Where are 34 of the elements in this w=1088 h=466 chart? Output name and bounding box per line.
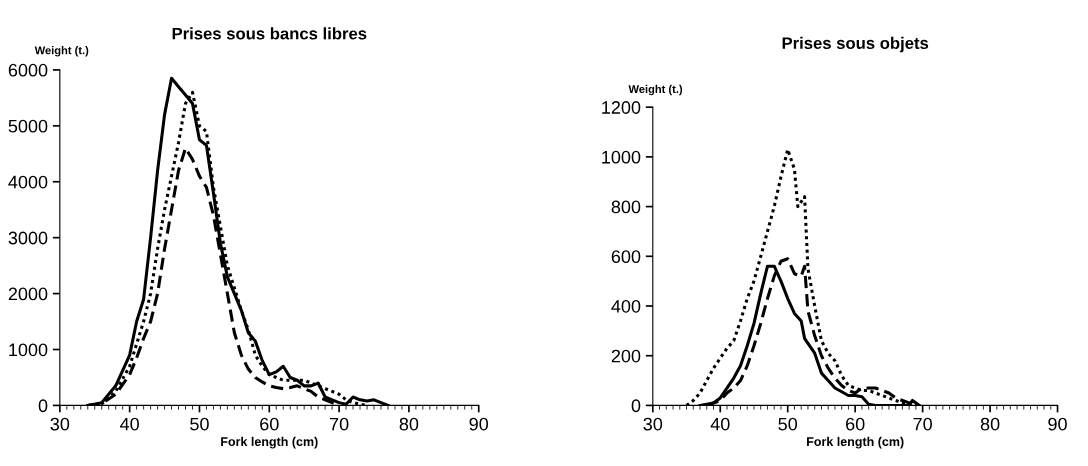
x-axis-title: Fork length (cm): [221, 436, 318, 449]
y-tick-label: 200: [611, 349, 641, 363]
y-tick-label: 3000: [8, 231, 48, 245]
chart-title: Prises sous bancs libres: [172, 27, 367, 40]
y-tick-label: 800: [611, 200, 641, 214]
x-tick-label: 50: [190, 417, 209, 431]
y-tick-label: 400: [611, 299, 641, 313]
x-tick-label: 90: [469, 417, 489, 431]
chart-title: Prises sous objets: [782, 36, 929, 53]
x-tick-label: 50: [778, 417, 798, 431]
x-tick-label: 80: [399, 417, 419, 431]
x-tick-label: 60: [260, 417, 279, 431]
x-axis-title: Fork length (cm): [807, 436, 904, 449]
y-tick-label: 1200: [602, 101, 641, 114]
y-tick-label: 600: [611, 250, 641, 264]
y-tick-label: 1000: [602, 150, 641, 164]
x-tick-label: 70: [913, 417, 932, 431]
y-tick-label: 6000: [8, 63, 48, 77]
x-tick-label: 60: [846, 417, 865, 431]
x-tick-label: 30: [50, 417, 70, 431]
y-tick-label: 5000: [8, 119, 48, 133]
x-tick-label: 90: [1048, 417, 1067, 431]
y-tick-label: 0: [38, 399, 48, 413]
x-tick-label: 30: [643, 417, 663, 431]
y-axis-title: Weight (t.): [628, 84, 683, 96]
y-tick-label: 0: [631, 399, 641, 413]
y-tick-label: 4000: [8, 175, 48, 189]
y-tick-label: 2000: [8, 287, 48, 301]
x-tick-label: 70: [329, 417, 349, 431]
y-tick-label: 1000: [9, 343, 48, 357]
x-tick-label: 40: [710, 417, 730, 431]
y-axis-title: Weight (t.): [34, 46, 89, 57]
x-tick-label: 40: [120, 417, 139, 431]
x-tick-label: 80: [980, 417, 1000, 431]
